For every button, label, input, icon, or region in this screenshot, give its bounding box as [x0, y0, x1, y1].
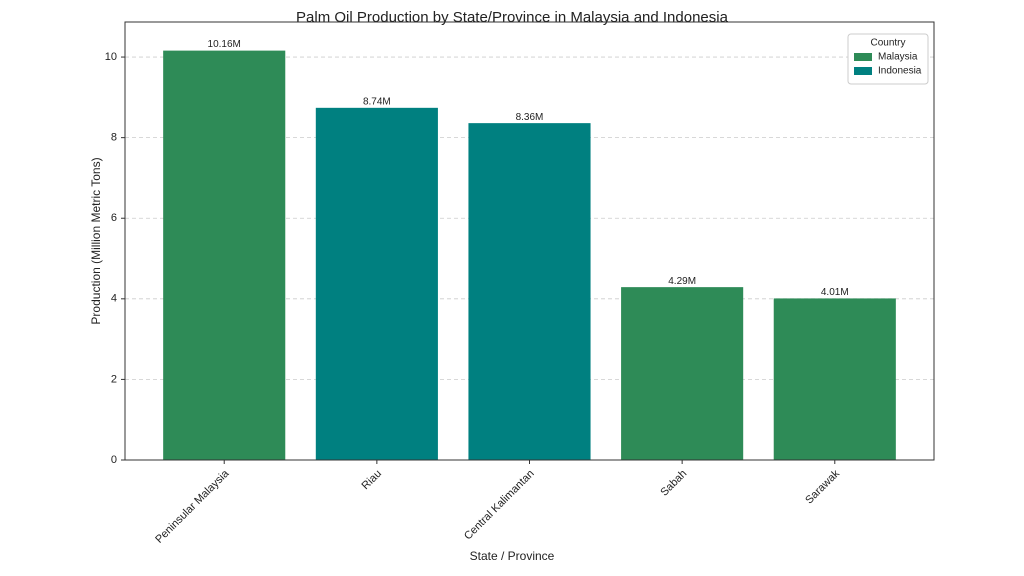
x-tick-label: Sarawak: [803, 467, 842, 506]
bar: [468, 123, 591, 460]
y-tick-label: 6: [111, 212, 117, 224]
x-tick-label: Central Kalimantan: [462, 468, 537, 543]
x-tick-label: Riau: [360, 468, 384, 492]
y-tick-label: 2: [111, 373, 117, 385]
bar: [773, 298, 896, 460]
x-tick-label: Peninsular Malaysia: [153, 467, 232, 546]
chart-title: Palm Oil Production by State/Province in…: [296, 9, 729, 26]
y-tick-label: 0: [111, 454, 117, 466]
y-axis-label: Production (Million Metric Tons): [89, 157, 103, 324]
x-tick-label: Sabah: [658, 468, 689, 499]
value-label: 8.36M: [516, 112, 544, 123]
bar: [621, 287, 744, 460]
bar: [163, 50, 286, 461]
y-tick-label: 8: [111, 132, 117, 144]
legend-swatch: [854, 53, 872, 61]
value-label: 4.29M: [668, 276, 696, 287]
value-label: 8.74M: [363, 96, 391, 107]
legend-title: Country: [870, 38, 905, 49]
y-tick-label: 4: [111, 293, 117, 305]
bar: [315, 107, 438, 460]
x-axis-label: State / Province: [470, 549, 555, 563]
legend-label: Indonesia: [878, 66, 922, 77]
value-label: 4.01M: [821, 287, 849, 298]
value-label: 10.16M: [208, 39, 241, 50]
legend-swatch: [854, 67, 872, 75]
plot-frame: [124, 21, 935, 461]
y-tick-label: 10: [105, 51, 117, 63]
legend-label: Malaysia: [878, 52, 918, 63]
